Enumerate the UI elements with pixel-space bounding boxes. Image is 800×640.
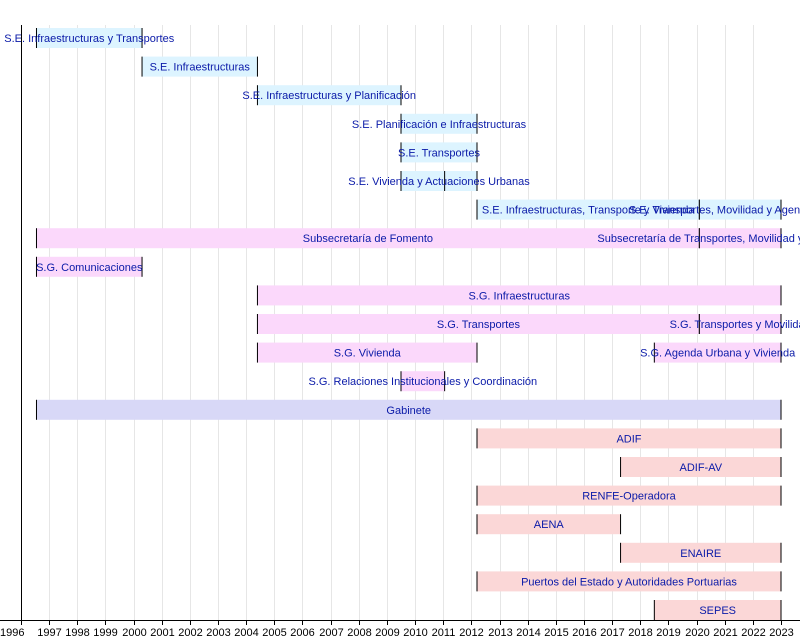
x-tick-label: 2003 <box>206 627 230 639</box>
bar-label: S.E. Infraestructuras, Transporte y Vivi… <box>482 205 695 217</box>
timeline-bars <box>35 28 782 620</box>
x-tick-label: 2015 <box>544 627 568 639</box>
x-tick-label: 2019 <box>656 627 680 639</box>
timeline-bar <box>36 28 143 48</box>
bar-label: ADIF <box>616 433 641 445</box>
timeline-bar <box>401 142 477 163</box>
x-tick-label: 2006 <box>290 627 314 639</box>
x-tick-label: 1996 <box>0 627 24 639</box>
x-tick-label: 2018 <box>628 627 652 639</box>
x-tick-label: 2022 <box>741 627 765 639</box>
timeline-bar <box>257 342 477 363</box>
timeline-bar <box>257 285 781 306</box>
bar-label: S.E. Transportes, Movilidad y Agenda Urb… <box>629 205 800 217</box>
x-tick-label: 2013 <box>488 627 512 639</box>
bar-label: RENFE-Operadora <box>582 491 676 503</box>
bar-label: Gabinete <box>386 405 431 417</box>
timeline-bar <box>36 256 143 277</box>
x-tick-label: 2007 <box>319 627 343 639</box>
bar-label: ADIF-AV <box>679 462 722 474</box>
x-tick-label: 2000 <box>122 627 146 639</box>
x-tick-label: 1997 <box>37 627 61 639</box>
timeline-bar <box>699 228 781 249</box>
bar-labels: S.E. Infraestructuras y Transportes S.E. … <box>4 33 800 617</box>
bar-label: S.E. Transportes <box>398 147 480 159</box>
bar-label: Subsecretaría de Transportes, Movilidad … <box>597 233 800 245</box>
x-tick-label: 2008 <box>347 627 371 639</box>
x-tick-label: 2002 <box>178 627 202 639</box>
timeline-bar <box>699 199 781 220</box>
x-tick-label: 2001 <box>150 627 174 639</box>
bar-label: SEPES <box>699 605 736 617</box>
bar-label: S.G. Transportes y Movilidad <box>670 319 800 331</box>
timeline-bar <box>257 85 401 106</box>
bar-label: S.E. Infraestructuras y Planificación <box>242 90 416 102</box>
timeline-bar <box>620 457 781 477</box>
x-tick-label: 2010 <box>403 627 427 639</box>
bar-label: S.G. Relaciones Institucionales y Coordi… <box>308 376 537 388</box>
bar-label: S.E. Infraestructuras <box>150 62 251 74</box>
timeline-bar <box>477 199 700 220</box>
timeline-bar <box>477 428 781 449</box>
x-tick-label: 2017 <box>600 627 624 639</box>
timeline-bar <box>477 514 621 535</box>
bar-label: S.G. Comunicaciones <box>36 262 143 274</box>
x-tick-label: 1999 <box>93 627 117 639</box>
timeline-bar <box>36 399 781 420</box>
bar-label: S.E. Planificación e Infraestructuras <box>352 119 527 131</box>
timeline-bar <box>401 113 477 134</box>
x-tick-label: 2020 <box>685 627 709 639</box>
timeline-bar <box>142 56 258 77</box>
x-tick-label: 2012 <box>459 627 483 639</box>
timeline-bar <box>477 571 781 592</box>
x-tick-label: 2021 <box>713 627 737 639</box>
timeline-bar <box>257 314 700 334</box>
x-tick-label: 2004 <box>234 627 258 639</box>
bar-label: Subsecretaría de Fomento <box>303 233 433 245</box>
timeline-bar <box>620 542 781 563</box>
x-tick-label: 2009 <box>375 627 399 639</box>
bar-label: AENA <box>534 519 565 531</box>
x-axis: 1996 1997 1998 1999 2000 2001 2002 2003 2004 2005… <box>0 25 800 639</box>
x-tick-label: 1998 <box>65 627 89 639</box>
bar-label: S.G. Agenda Urbana y Vivienda <box>640 348 796 360</box>
x-tick-label: 2016 <box>572 627 596 639</box>
bar-label: S.E. Vivienda y Actuaciones Urbanas <box>348 176 530 188</box>
timeline-bar <box>699 314 781 334</box>
x-tick-label: 2011 <box>432 627 456 639</box>
bar-label: S.E. Infraestructuras y Transportes <box>4 33 174 45</box>
x-tick-label: 2014 <box>516 627 540 639</box>
timeline-bar <box>401 171 477 191</box>
bar-label: Puertos del Estado y Autoridades Portuar… <box>521 576 737 588</box>
timeline-bar <box>654 600 781 620</box>
x-tick-label: 2005 <box>262 627 286 639</box>
timeline-bar <box>654 342 781 363</box>
timeline-bar <box>477 485 781 506</box>
bar-label: S.G. Infraestructuras <box>468 290 570 302</box>
bar-label: S.G. Vivienda <box>334 348 402 360</box>
x-tick-label: 2023 <box>769 627 793 639</box>
timeline-bar <box>36 228 700 249</box>
timeline-bar <box>401 371 445 392</box>
bar-label: ENAIRE <box>680 548 721 560</box>
bar-label: S.G. Transportes <box>437 319 521 331</box>
